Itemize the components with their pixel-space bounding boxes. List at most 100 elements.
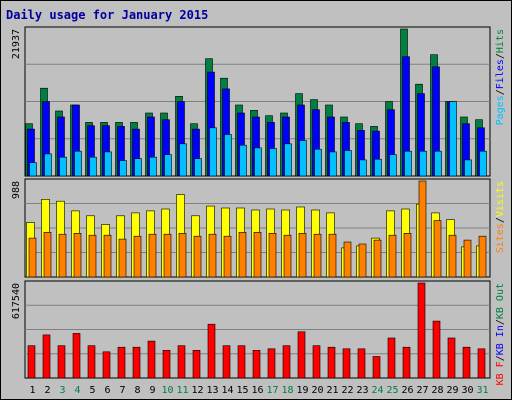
bar-pages-day-11 xyxy=(179,143,187,177)
bar-pages-day-12 xyxy=(194,158,202,177)
x-tick-label-15: 15 xyxy=(236,385,248,396)
bar-kb-f-day-6 xyxy=(102,351,111,379)
bar-sites-day-2 xyxy=(43,232,52,278)
x-tick-label-27: 27 xyxy=(416,385,428,396)
x-tick-label-7: 7 xyxy=(119,385,125,396)
x-tick-label-20: 20 xyxy=(311,385,323,396)
bar-kb-f-day-16 xyxy=(252,349,261,379)
x-tick-label-24: 24 xyxy=(371,385,383,396)
bar-sites-day-1 xyxy=(28,237,37,278)
bar-sites-day-11 xyxy=(178,233,187,278)
bar-sites-day-15 xyxy=(238,232,247,278)
x-tick-label-23: 23 xyxy=(356,385,368,396)
legend-item: KB Out xyxy=(495,283,506,319)
bar-kb-f-day-1 xyxy=(27,345,36,379)
bar-pages-day-23 xyxy=(359,159,367,177)
bar-kb-f-day-18 xyxy=(282,345,291,379)
bar-sites-day-20 xyxy=(313,233,322,278)
bar-pages-day-24 xyxy=(374,158,382,177)
bar-kb-f-day-12 xyxy=(192,349,201,379)
legend-item: / xyxy=(495,319,506,325)
legend-item: / xyxy=(495,355,506,361)
bar-kb-f-day-15 xyxy=(237,345,246,379)
bar-kb-f-day-3 xyxy=(57,345,66,379)
x-tick-label-12: 12 xyxy=(191,385,203,396)
bar-sites-day-17 xyxy=(268,233,277,278)
bar-pages-day-26 xyxy=(404,150,412,177)
bar-pages-day-13 xyxy=(209,127,217,177)
bar-pages-day-3 xyxy=(59,156,67,177)
bar-kb-f-day-10 xyxy=(162,349,171,379)
bar-pages-day-5 xyxy=(89,156,97,177)
bar-kb-f-day-24 xyxy=(372,356,381,379)
bar-pages-day-28 xyxy=(434,150,442,177)
bar-sites-day-29 xyxy=(448,234,457,278)
bar-sites-day-16 xyxy=(253,232,262,278)
bar-pages-day-6 xyxy=(104,151,112,177)
bar-sites-day-8 xyxy=(133,235,142,278)
bar-pages-day-31 xyxy=(479,150,487,177)
bar-sites-day-9 xyxy=(148,233,157,278)
bar-sites-day-5 xyxy=(88,234,97,278)
bar-sites-day-22 xyxy=(343,241,352,278)
bar-sites-day-3 xyxy=(58,233,67,278)
bar-pages-day-18 xyxy=(284,143,292,177)
x-tick-label-14: 14 xyxy=(221,385,233,396)
y-max-label-1: 21937 xyxy=(11,29,22,59)
bar-kb-f-day-31 xyxy=(477,348,486,379)
bar-kb-f-day-20 xyxy=(312,345,321,379)
bar-kb-f-day-14 xyxy=(222,345,231,379)
x-tick-label-3: 3 xyxy=(59,385,65,396)
bar-kb-f-day-19 xyxy=(297,331,306,379)
bar-kb-f-day-27 xyxy=(417,282,426,379)
bar-pages-day-10 xyxy=(164,154,172,177)
bar-kb-f-day-22 xyxy=(342,348,351,379)
bar-kb-f-day-5 xyxy=(87,345,96,379)
bar-pages-day-2 xyxy=(44,153,52,177)
bar-kb-f-day-7 xyxy=(117,346,126,379)
x-tick-label-1: 1 xyxy=(29,385,35,396)
bar-kb-f-day-9 xyxy=(147,340,156,379)
bar-sites-day-6 xyxy=(103,234,112,278)
legend-item: Visits xyxy=(495,181,506,217)
x-tick-label-19: 19 xyxy=(296,385,308,396)
bar-sites-day-31 xyxy=(478,235,487,278)
bar-kb-f-day-29 xyxy=(447,337,456,379)
x-tick-label-30: 30 xyxy=(461,385,473,396)
bar-kb-f-day-2 xyxy=(42,334,51,379)
bar-kb-f-day-28 xyxy=(432,320,441,379)
bar-pages-day-4 xyxy=(74,150,82,177)
bar-kb-f-day-30 xyxy=(462,346,471,379)
bar-sites-day-4 xyxy=(73,233,82,278)
x-tick-label-17: 17 xyxy=(266,385,278,396)
legend-2: Sites/Visits xyxy=(495,181,506,253)
legend-item: Hits xyxy=(495,29,506,53)
bar-sites-day-21 xyxy=(328,233,337,278)
legend-item: / xyxy=(495,53,506,59)
x-tick-label-9: 9 xyxy=(149,385,155,396)
bar-sites-day-13 xyxy=(208,233,217,278)
bar-pages-day-16 xyxy=(254,147,262,177)
bar-kb-f-day-23 xyxy=(357,348,366,379)
x-tick-label-21: 21 xyxy=(326,385,338,396)
bar-pages-day-9 xyxy=(149,156,157,177)
bar-sites-day-28 xyxy=(433,220,442,278)
bar-pages-day-20 xyxy=(314,148,322,177)
bar-sites-day-7 xyxy=(118,238,127,278)
y-max-label-3: 617540 xyxy=(11,283,22,319)
legend-item: Files xyxy=(495,59,506,89)
bar-pages-day-30 xyxy=(464,159,472,177)
bar-sites-day-14 xyxy=(223,235,232,278)
bar-sites-day-12 xyxy=(193,235,202,278)
y-max-label-2: 988 xyxy=(11,181,22,199)
legend-3: KB F/KB In/KB Out xyxy=(495,283,506,385)
x-tick-label-13: 13 xyxy=(206,385,218,396)
bar-pages-day-19 xyxy=(299,140,307,177)
bar-kb-f-day-11 xyxy=(177,345,186,379)
x-tick-label-31: 31 xyxy=(476,385,488,396)
legend-item: KB In xyxy=(495,325,506,355)
legend-item: Sites xyxy=(495,223,506,253)
bar-sites-day-18 xyxy=(283,234,292,278)
x-tick-label-5: 5 xyxy=(89,385,95,396)
